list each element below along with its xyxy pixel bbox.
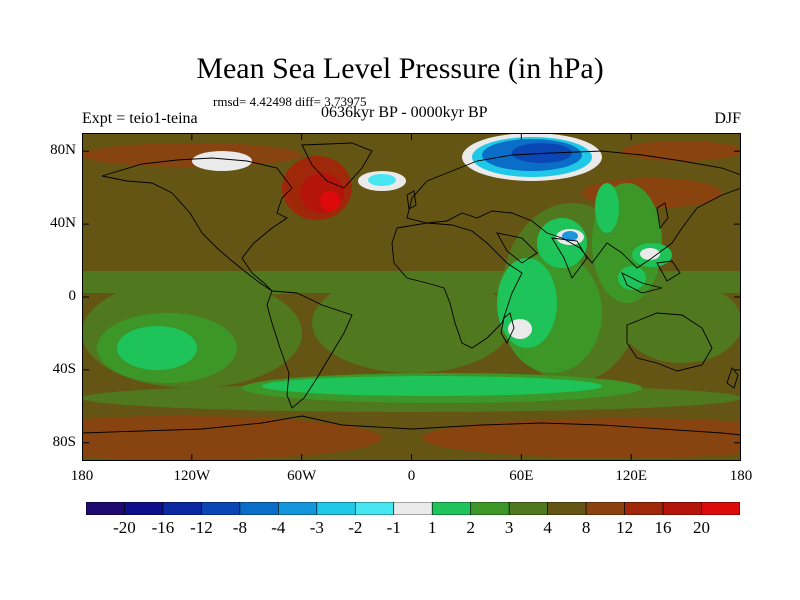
colorbar-label: 1	[427, 518, 437, 537]
experiment-label: Expt = teio1-teina	[82, 110, 198, 127]
y-tick-label: 0	[68, 288, 77, 304]
colorbar-segment	[239, 502, 279, 515]
colorbar-segment	[624, 502, 664, 515]
colorbar-segment	[201, 502, 241, 515]
colorbar-segment	[354, 502, 395, 515]
period-label: 0636kyr BP - 0000kyr BP	[321, 104, 488, 121]
x-tick-label: 120E	[615, 468, 647, 484]
colorbar-label: 12	[616, 518, 634, 537]
colorbar-label: -2	[348, 518, 363, 537]
x-tick-label: 180	[70, 468, 94, 484]
axis-ticks	[82, 133, 741, 461]
colorbar-label: 2	[466, 518, 475, 537]
x-tick-label: 0	[407, 468, 416, 484]
colorbar-segment	[585, 502, 625, 515]
colorbar-label: 8	[581, 518, 591, 537]
colorbar-label: 16	[654, 518, 672, 537]
colorbar-label: -1	[386, 518, 401, 537]
chart-title: Mean Sea Level Pressure (in hPa)	[196, 52, 604, 85]
colorbar-label: 3	[504, 518, 514, 537]
colorbar-segment	[316, 502, 356, 515]
colorbar-segment	[278, 502, 318, 515]
colorbar-label: -16	[151, 518, 175, 537]
x-tick-label: 180	[729, 468, 753, 484]
colorbar-label: -20	[113, 518, 136, 537]
anomaly-negative-regions	[368, 137, 592, 241]
colorbar-label: -4	[271, 518, 286, 537]
colorbar-segment	[508, 502, 548, 515]
y-tick-label: 40N	[50, 215, 76, 232]
colorbar-label: -3	[309, 518, 324, 537]
coastlines	[82, 142, 741, 436]
colorbar-segment	[162, 502, 202, 515]
pressure-anomaly-map	[82, 133, 741, 461]
y-tick-label: 80S	[52, 433, 76, 450]
colorbar-segment	[701, 502, 740, 515]
colorbar-segment	[393, 502, 433, 515]
season-label: DJF	[714, 110, 741, 127]
x-tick-label: 60E	[509, 468, 534, 484]
y-tick-label: 80N	[50, 142, 76, 159]
colorbar-label: 4	[543, 518, 552, 537]
colorbar-segment	[547, 502, 587, 515]
colorbar-label: -12	[190, 518, 213, 537]
colorbar	[86, 502, 740, 515]
colorbar-label: 20	[693, 518, 711, 537]
x-tick-label: 120W	[173, 468, 211, 484]
colorbar-segment	[86, 502, 125, 515]
colorbar-label: -8	[232, 518, 247, 537]
colorbar-segment	[124, 502, 164, 515]
colorbar-segment	[470, 502, 510, 515]
rmsd-diff-stats: rmsd= 4.42498 diff= 3.73975	[213, 94, 367, 109]
colorbar-segment	[431, 502, 472, 515]
colorbar-segment	[662, 502, 702, 515]
x-tick-label: 60W	[287, 468, 317, 484]
y-tick-label: 40S	[52, 360, 76, 377]
